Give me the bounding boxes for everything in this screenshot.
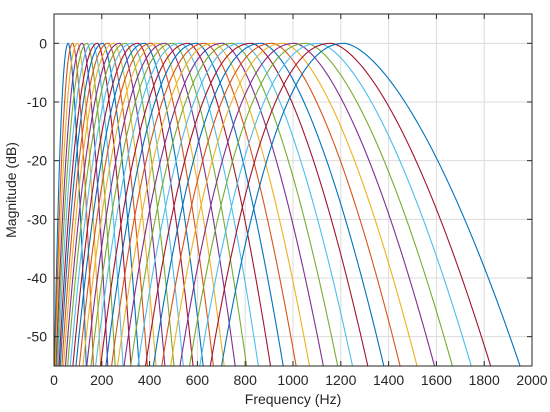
x-tick-label: 600 [186, 372, 210, 388]
x-tick-label: 1400 [373, 372, 404, 388]
filter-response-line [130, 42, 339, 366]
filter-response-line [75, 42, 204, 366]
filter-response-line [100, 42, 272, 366]
filter-response-line [220, 42, 521, 366]
filter-response-line [105, 42, 284, 366]
x-tick-label: 2000 [516, 372, 547, 388]
filter-response-line [199, 42, 472, 366]
filter-response-line [117, 42, 311, 366]
filter-response-line [137, 42, 354, 366]
x-tick-label: 0 [50, 372, 58, 388]
filter-response-line [72, 42, 194, 366]
filter-response-line [161, 42, 401, 366]
filter-response-line [78, 42, 214, 366]
x-tick-label: 1200 [325, 372, 356, 388]
y-tick-label: 0 [39, 35, 47, 51]
y-tick-label: -40 [27, 270, 47, 286]
filter-response-line [95, 42, 259, 366]
filter-response-line [54, 42, 87, 366]
filter-response-line [111, 42, 297, 366]
x-tick-label: 800 [234, 372, 258, 388]
filter-response-line [59, 42, 140, 366]
filter-response-line [58, 42, 132, 366]
x-axis-label: Frequency (Hz) [245, 391, 341, 407]
filter-response-line [209, 42, 492, 366]
filter-response-line [56, 42, 116, 366]
filter-response-line [55, 42, 109, 366]
series-layer [54, 42, 521, 366]
filter-response-line [82, 42, 225, 366]
x-tick-label: 1000 [277, 372, 308, 388]
x-tick-label: 1600 [421, 372, 452, 388]
filter-response-line [61, 42, 148, 366]
filter-response-line [54, 42, 102, 366]
filter-response-line [90, 42, 248, 366]
filter-response-line [69, 42, 184, 366]
filter-response-line [179, 42, 436, 366]
grid-layer [53, 14, 533, 366]
filter-response-line [144, 42, 369, 366]
filter-response-line [67, 42, 175, 366]
filter-response-line [188, 42, 453, 366]
y-tick-label: -10 [27, 94, 47, 110]
y-tick-label: -50 [27, 329, 47, 345]
filter-response-line [170, 42, 418, 366]
y-tick-label: -20 [27, 153, 47, 169]
filter-response-line [123, 42, 324, 366]
tick-layer: 0 200 400 600 800 1000 1200 1400 1600 1800 2000 0 -1… [27, 14, 548, 388]
y-tick-label: -30 [27, 211, 47, 227]
x-tick-label: 400 [138, 372, 162, 388]
filter-response-line [86, 42, 236, 366]
filter-response-line [152, 42, 385, 366]
x-tick-label: 1800 [469, 372, 500, 388]
y-axis-label: Magnitude (dB) [3, 142, 19, 238]
filter-response-line [64, 42, 166, 366]
x-tick-label: 200 [90, 372, 114, 388]
filter-response-line [57, 42, 124, 366]
